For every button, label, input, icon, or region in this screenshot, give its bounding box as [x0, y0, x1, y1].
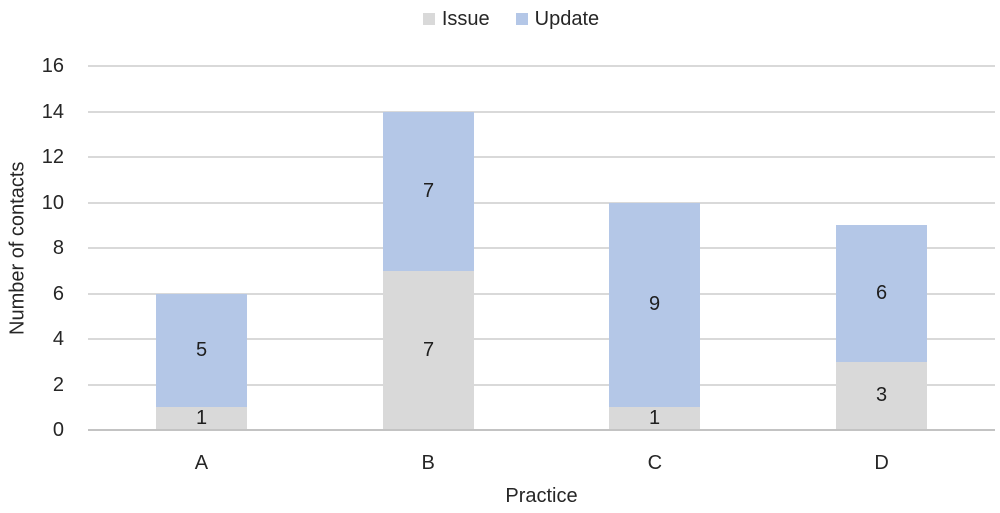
bar-segment-B-issue: 7	[383, 270, 474, 430]
data-label-A-issue: 1	[195, 407, 208, 430]
y-tick-label-8: 8	[52, 237, 64, 259]
y-axis-tick-labels: 0 2 4 6 8 10 12 14 16	[0, 55, 64, 441]
x-axis-line	[88, 429, 995, 431]
y-tick-label-2: 2	[52, 373, 64, 396]
data-label-C-issue: 1	[648, 407, 661, 430]
legend-swatch-issue	[422, 13, 435, 25]
bar-segment-C-update: 9	[609, 202, 700, 408]
legend-label-issue: Issue	[441, 8, 490, 30]
y-tick-label-10: 10	[41, 191, 64, 214]
legend-label-update: Update	[534, 8, 600, 30]
data-label-B-update: 7	[422, 179, 435, 202]
data-label-A-update: 5	[195, 338, 208, 361]
x-category-label-C: C	[647, 452, 663, 474]
legend-swatch-update	[515, 13, 528, 25]
y-tick-label-14: 14	[41, 100, 64, 123]
x-category-label-A: A	[194, 452, 209, 474]
bar-segment-C-issue: 1	[609, 407, 700, 430]
data-label-D-issue: 3	[875, 384, 888, 407]
gridline-16	[88, 65, 995, 67]
bar-segment-A-issue: 1	[156, 407, 247, 430]
x-category-label-B: B	[421, 452, 435, 474]
x-axis-category-labels: A B C D	[88, 450, 995, 476]
bar-segment-D-update: 6	[836, 225, 927, 362]
data-label-C-update: 9	[648, 293, 661, 316]
y-tick-label-4: 4	[52, 328, 64, 350]
x-axis-title: Practice	[505, 485, 578, 507]
y-tick-label-16: 16	[41, 55, 64, 77]
legend: Issue Update	[11, 6, 1000, 32]
legend-item-update: Update	[515, 6, 600, 32]
y-tick-label-12: 12	[41, 146, 64, 168]
gridline-12	[88, 156, 995, 158]
y-tick-label-0: 0	[52, 419, 64, 441]
gridline-14	[88, 110, 995, 113]
legend-item-issue: Issue	[422, 6, 490, 32]
gridline-2	[88, 383, 995, 386]
bar-segment-B-update: 7	[383, 111, 474, 271]
y-tick-label-6: 6	[52, 282, 64, 305]
bar-segment-A-update: 5	[156, 293, 247, 408]
x-category-label-D: D	[874, 452, 889, 474]
data-label-D-update: 6	[875, 282, 888, 304]
data-label-B-issue: 7	[422, 338, 435, 361]
gridline-8	[88, 247, 995, 249]
gridline-10	[88, 201, 995, 204]
gridline-4	[88, 338, 995, 340]
gridline-6	[88, 292, 995, 295]
bar-segment-D-issue: 3	[836, 361, 927, 430]
